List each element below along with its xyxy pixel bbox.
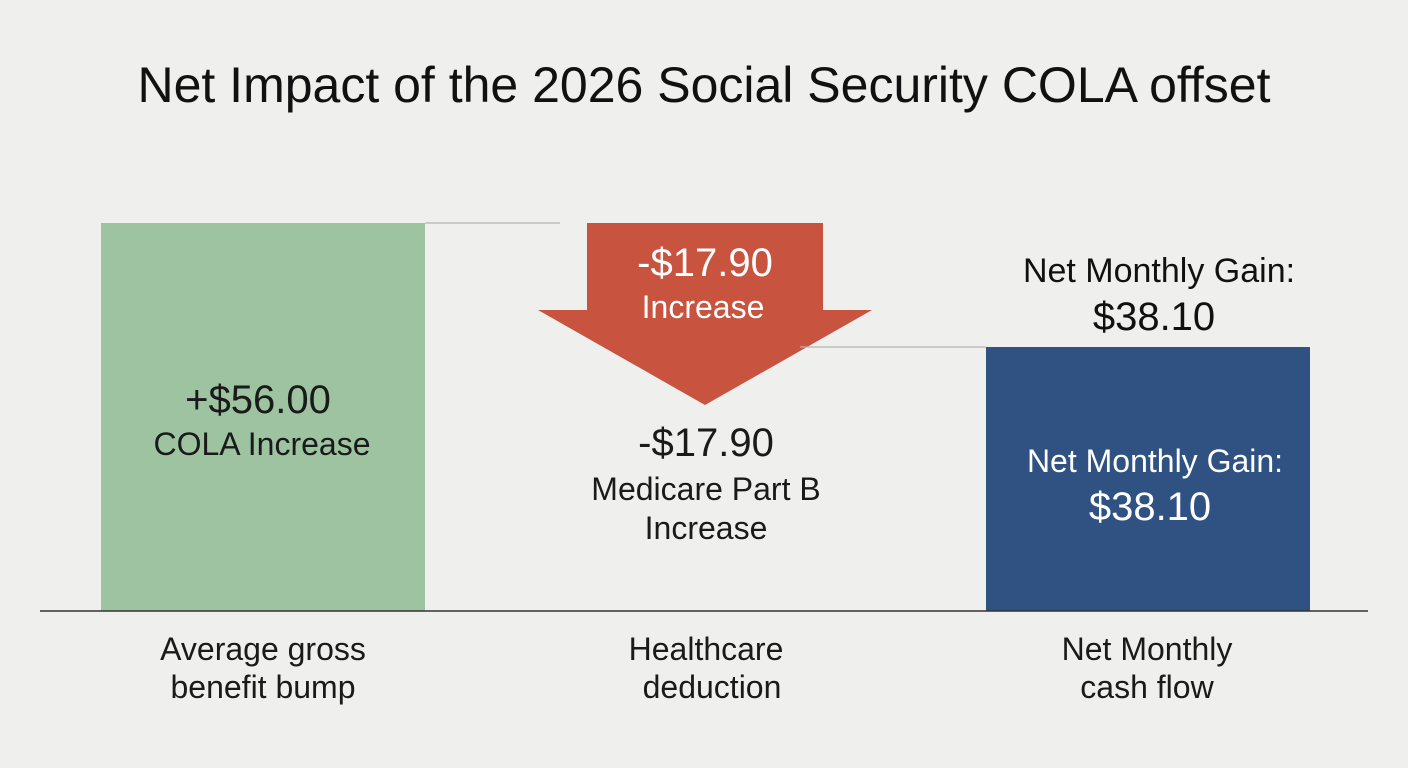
- chart-title: Net Impact of the 2026 Social Security C…: [137, 57, 1270, 113]
- category-label-1-line-2: benefit bump: [170, 669, 355, 705]
- cola-value-label: +$56.00: [185, 378, 331, 422]
- arrow-value-label: -$17.90: [637, 241, 773, 285]
- cola-text-label: COLA Increase: [154, 426, 371, 462]
- decrease-arrow: [538, 223, 872, 405]
- chart-marks: [101, 222, 1310, 611]
- category-label-1-line-1: Average gross: [160, 631, 366, 667]
- category-label-2-line-1: Healthcare: [629, 631, 784, 667]
- net-inside-value-label: $38.10: [1089, 485, 1211, 529]
- net-above-value-label: $38.10: [1093, 295, 1215, 339]
- category-label-3-line-2: cash flow: [1080, 669, 1214, 705]
- category-label-3-line-1: Net Monthly: [1062, 631, 1233, 667]
- category-label-2-line-2: deduction: [643, 669, 782, 705]
- net-above-text-label: Net Monthly Gain:: [1023, 252, 1295, 290]
- net-inside-text-label: Net Monthly Gain:: [1027, 443, 1283, 479]
- arrow-text-label: Increase: [642, 289, 765, 325]
- increase-bar: [101, 223, 425, 611]
- medicare-line1-label: Medicare Part B: [591, 471, 820, 507]
- net-total-bar: [986, 347, 1310, 611]
- medicare-line2-label: Increase: [645, 510, 768, 546]
- medicare-value-label: -$17.90: [638, 421, 774, 465]
